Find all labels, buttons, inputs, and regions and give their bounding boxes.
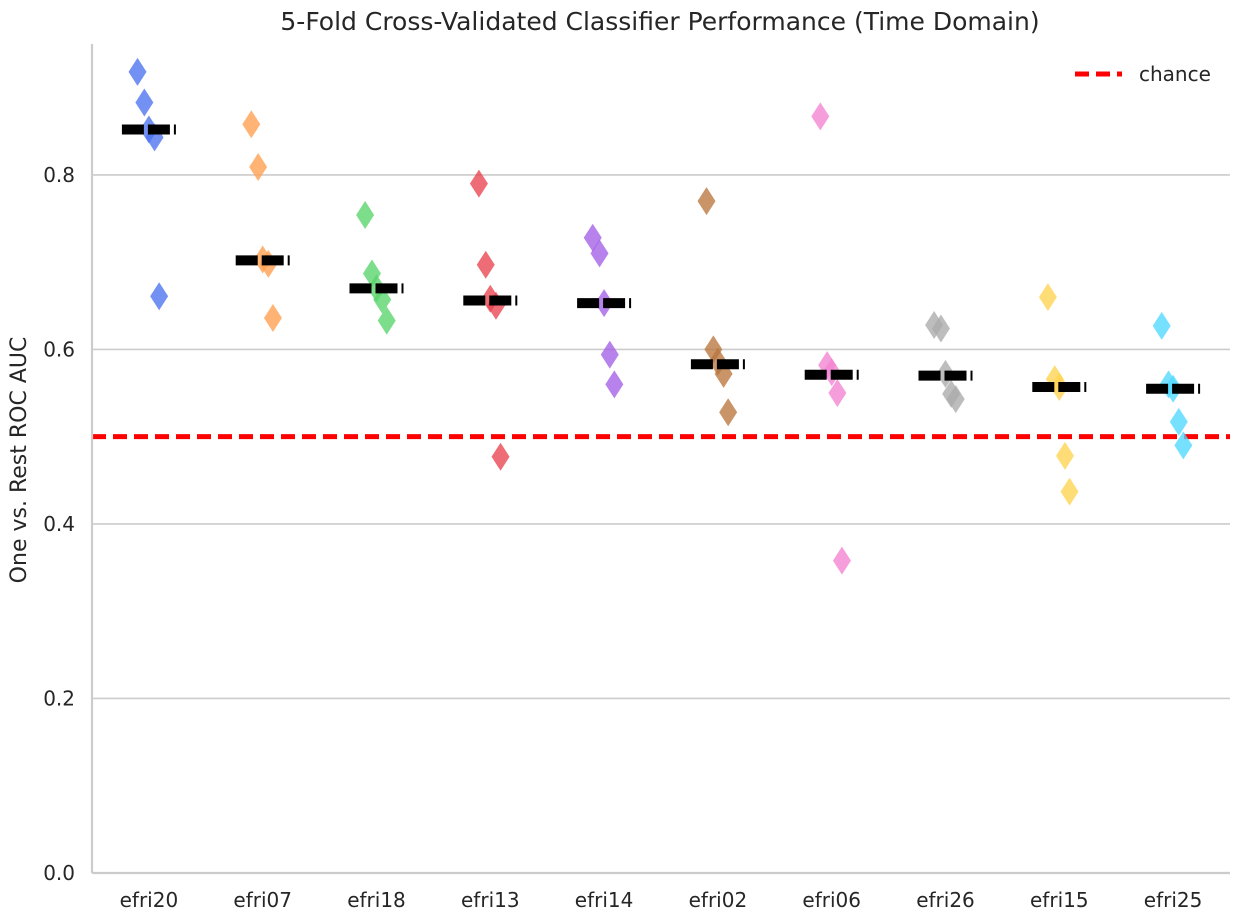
- point-efri26: [946, 385, 965, 414]
- point-efri13: [476, 250, 495, 279]
- x-tick-label: efri25: [1144, 888, 1203, 912]
- legend: chance: [1075, 62, 1211, 86]
- x-tick-label: efri02: [689, 888, 748, 912]
- y-tick-label: 0.8: [43, 163, 75, 187]
- point-efri20: [150, 282, 169, 311]
- point-efri18: [356, 201, 375, 230]
- y-axis-ticks: 0.0 0.2 0.4 0.6 0.8: [43, 163, 75, 885]
- point-efri13: [469, 169, 488, 198]
- point-efri14: [605, 370, 624, 399]
- point-efri06: [832, 546, 851, 575]
- y-axis-label: One vs. Rest ROC AUC: [7, 337, 32, 584]
- point-efri15: [1055, 441, 1074, 470]
- point-efri06: [828, 379, 847, 408]
- point-efri13: [491, 442, 510, 471]
- point-efri07: [249, 153, 268, 182]
- point-efri15: [1038, 283, 1057, 312]
- legend-chance-label: chance: [1139, 62, 1211, 86]
- point-efri02: [697, 187, 716, 216]
- point-efri26: [931, 314, 950, 343]
- point-efri20: [128, 57, 147, 86]
- x-tick-label: efri06: [802, 888, 861, 912]
- chart-title: 5-Fold Cross-Validated Classifier Perfor…: [280, 7, 1039, 36]
- x-tick-label: efri14: [575, 888, 634, 912]
- mean-markers: [121, 124, 1201, 394]
- x-tick-label: efri13: [461, 888, 520, 912]
- gridlines: [92, 174, 1230, 700]
- point-efri06: [811, 102, 830, 131]
- x-tick-label: efri20: [120, 888, 179, 912]
- point-efri15: [1060, 477, 1079, 506]
- point-efri07: [242, 110, 261, 139]
- x-tick-label: efri18: [347, 888, 406, 912]
- point-efri07: [263, 304, 282, 333]
- point-efri25: [1152, 311, 1171, 340]
- y-tick-label: 0.2: [43, 686, 75, 710]
- point-efri20: [135, 88, 154, 117]
- point-efri18: [377, 306, 396, 335]
- point-efri14: [590, 239, 609, 268]
- point-efri14: [600, 340, 619, 369]
- data-points: [128, 57, 1193, 575]
- point-efri25: [1174, 431, 1193, 460]
- point-efri02: [719, 398, 738, 427]
- y-tick-label: 0.4: [43, 512, 75, 536]
- y-tick-label: 0.0: [43, 861, 75, 885]
- y-tick-label: 0.6: [43, 337, 75, 361]
- x-tick-label: efri15: [1030, 888, 1089, 912]
- x-tick-label: efri26: [916, 888, 975, 912]
- x-tick-label: efri07: [233, 888, 292, 912]
- point-efri25: [1169, 407, 1188, 436]
- x-axis-ticks: efri20 efri07 efri18 efri13 efri14 efri02 efri…: [120, 888, 1203, 912]
